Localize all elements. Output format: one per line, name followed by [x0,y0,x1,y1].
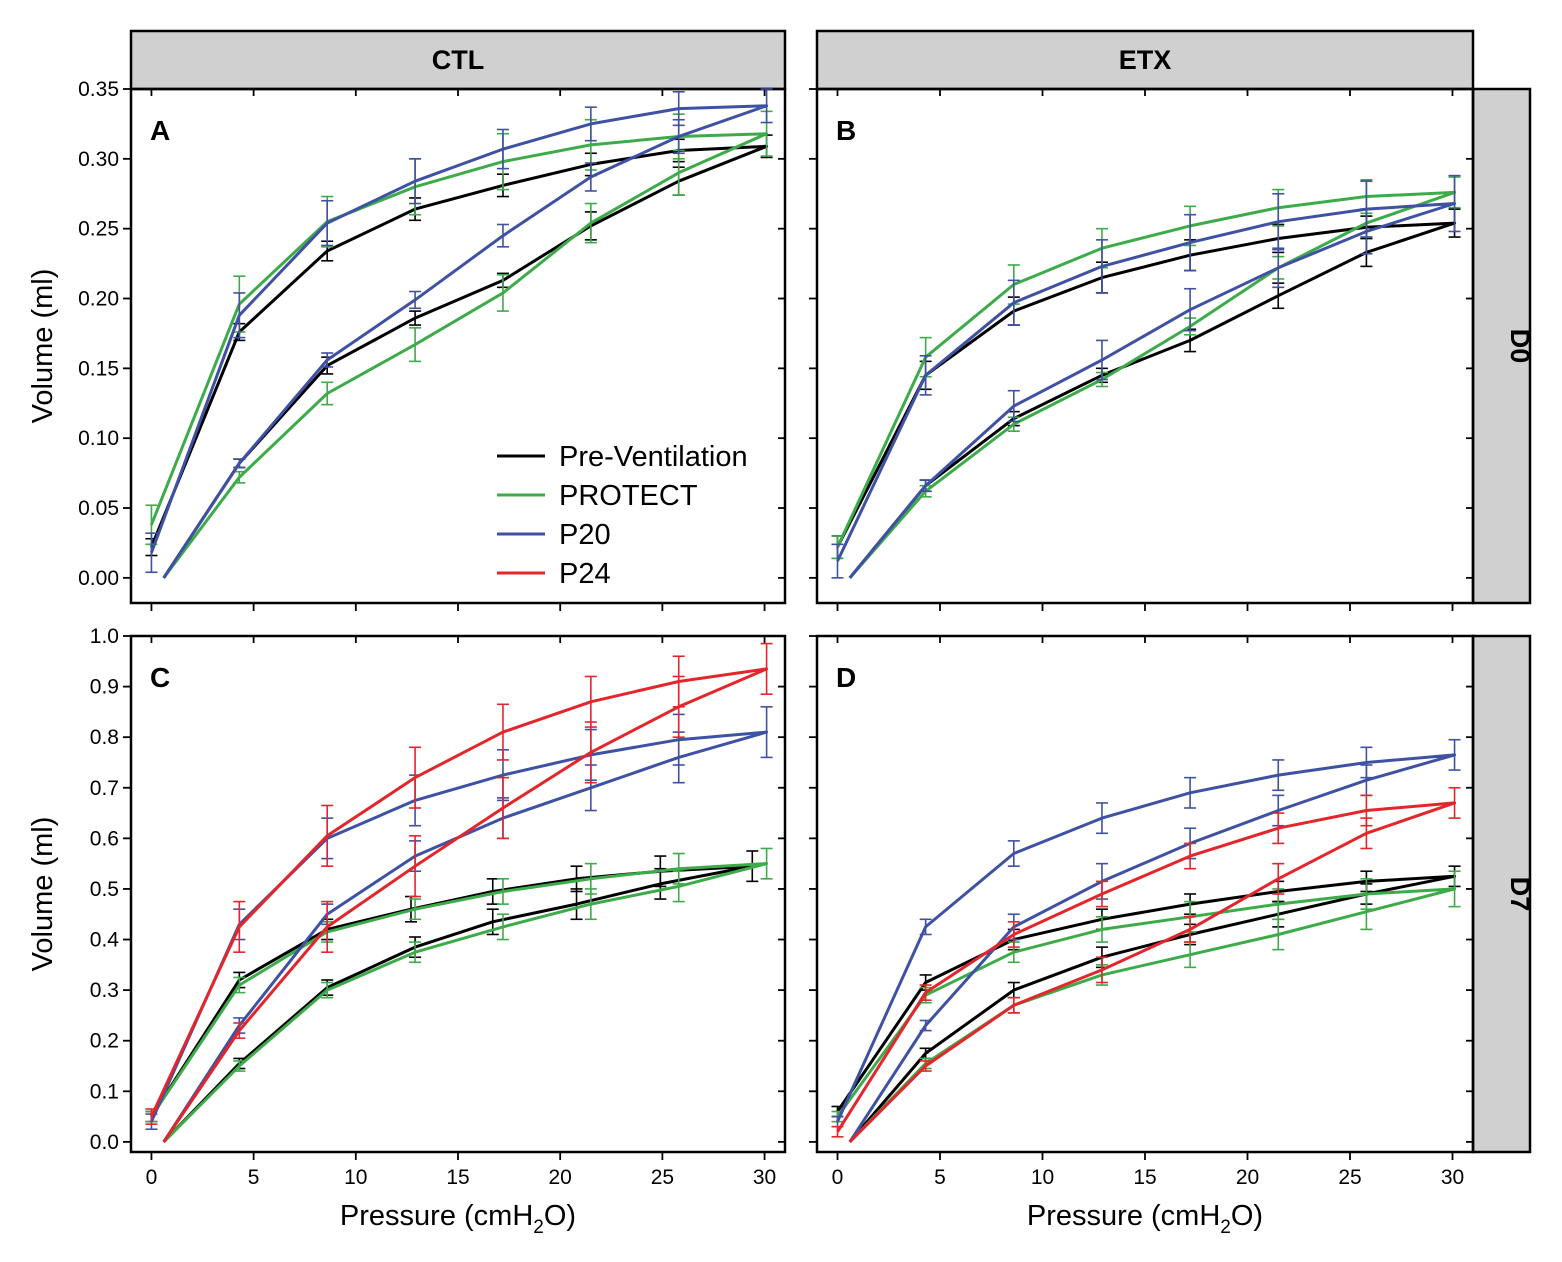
y-tick-label: 0.35 [78,78,119,101]
panel-label: B [836,115,856,146]
legend-label: PROTECT [559,480,698,512]
panel-c: 0.0 0.1 0.2 0.3 0.4 0.5 0.6 0.7 0.8 0.9 1.0 0 5 10 15 2… [90,625,787,1189]
x-tick-label: 30 [753,1166,776,1189]
strip-d7: D7 [1471,634,1535,1154]
x-tick-label: 30 [1441,1166,1464,1189]
y-tick-label: 0.25 [78,218,119,241]
series-p24 [831,786,1461,1143]
series-line [150,864,754,1143]
panel-a: 0.00 0.05 0.10 0.15 0.20 0.25 0.30 0.35 A Pre-Ven… [78,78,787,611]
y-tick-label: 0.1 [90,1080,119,1103]
y-tick-label: 1.0 [90,625,119,648]
strip-etx: ETX [815,29,1475,91]
y-tick-label: 0.3 [90,979,119,1002]
y-tick-label: 0.9 [90,676,119,699]
x-tick-label: 10 [1031,1166,1054,1189]
x-tick-label: 20 [1236,1166,1259,1189]
x-tick-label: 10 [344,1166,367,1189]
panel-d: 0 5 10 15 20 25 30 D [809,634,1475,1189]
series-p20 [145,88,773,579]
x-axis-title-ctl: Pressure (cmH2O) [340,1200,576,1238]
panel-label: D [836,662,856,693]
y-tick-label: 0.00 [78,567,119,590]
y-tick-label: 0.5 [90,878,119,901]
x-tick-label: 20 [549,1166,572,1189]
plot-frame [815,87,1475,605]
x-tick-label: 0 [146,1166,158,1189]
x-tick-label: 15 [1133,1166,1156,1189]
series-pre-ventilation [145,850,759,1143]
x-tick-label: 15 [446,1166,469,1189]
x-tick-label: 5 [934,1166,946,1189]
legend: Pre-Ventilation PROTECT P20 P24 [497,441,748,590]
x-tick-label: 5 [248,1166,260,1189]
y-tick-label: 0.6 [90,827,119,850]
x-tick-label: 25 [651,1166,674,1189]
legend-label: Pre-Ventilation [559,441,748,473]
series-protect [831,870,1461,1143]
panel-label: C [150,662,170,693]
y-tick-label: 0.2 [90,1030,119,1053]
series-line [150,144,769,579]
strip-d0: D0 [1471,87,1535,605]
y-tick-label: 0.0 [90,1131,119,1154]
series-p20 [831,174,1461,579]
series-line [836,887,1457,1143]
y-tick-label: 0.4 [90,929,120,952]
panels: 0.000.050.100.150.200.250.300.35APre-Ven… [78,78,1475,1189]
x-tick-label: 0 [832,1166,844,1189]
strip-d7-label: D7 [1505,877,1535,912]
y-tick-label: 0.30 [78,148,119,171]
y-axis-title-top: Volume (ml) [27,269,59,424]
y-tick-label: 0.20 [78,288,119,311]
x-axis-title-etx: Pressure (cmH2O) [1027,1200,1263,1238]
legend-label: P24 [559,558,611,590]
strip-d0-label: D0 [1505,329,1535,364]
strip-ctl-label: CTL [432,45,484,75]
strip-ctl: CTL [129,29,787,91]
series-p24 [145,642,773,1143]
series-line [836,190,1457,579]
panel-label: A [150,115,170,146]
x-tick-label: 25 [1338,1166,1361,1189]
legend-label: P20 [559,519,611,551]
series-line [836,874,1457,1143]
y-tick-label: 0.15 [78,357,119,380]
series-line [150,862,769,1143]
panel-b: B [809,87,1475,611]
y-tick-label: 0.05 [78,497,119,520]
series-line [836,801,1457,1143]
series-line [836,202,1457,579]
series-line [836,221,1457,579]
y-axis-title-bottom: Volume (ml) [27,817,59,972]
y-tick-label: 0.10 [78,427,119,450]
series-line [150,730,769,1143]
series-protect [145,847,773,1143]
strip-etx-label: ETX [1119,45,1172,75]
y-tick-label: 0.8 [90,726,119,749]
y-tick-label: 0.7 [90,777,119,800]
